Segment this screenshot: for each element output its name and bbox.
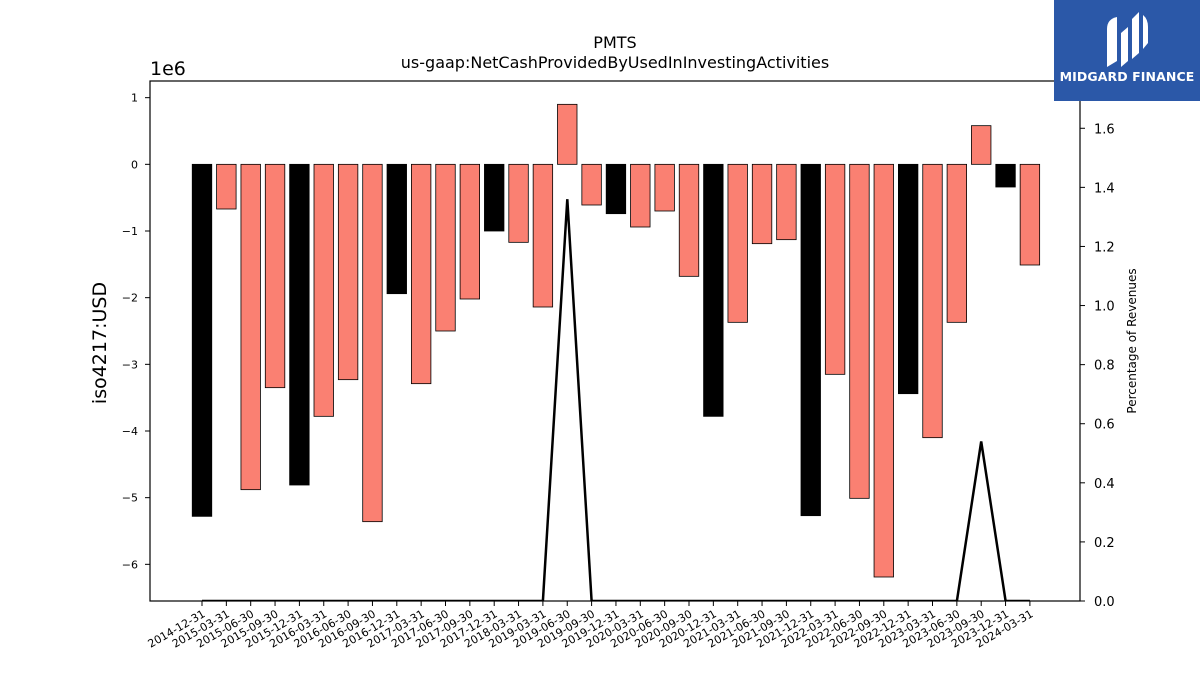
y2-tick-label: 0.4 — [1094, 477, 1115, 492]
bar — [800, 163, 821, 517]
bar — [898, 163, 919, 395]
bar — [289, 163, 310, 486]
bar — [557, 103, 578, 165]
bar — [824, 163, 846, 375]
bar — [362, 163, 383, 523]
logo-text: MIDGARD FINANCE — [1059, 69, 1195, 84]
y-tick-label: 0 — [131, 158, 138, 171]
bar — [703, 163, 724, 417]
bar — [484, 163, 505, 232]
y-tick-label: 1 — [131, 92, 138, 105]
y2-tick-label: 0.0 — [1094, 595, 1115, 610]
bar — [1019, 163, 1041, 266]
y2-tick-label: 1.6 — [1094, 122, 1115, 137]
bar — [678, 163, 700, 277]
y2-tick-label: 0.8 — [1094, 359, 1115, 374]
y-tick-label: −4 — [122, 425, 138, 438]
y2-tick-label: 1.2 — [1094, 240, 1115, 255]
bar — [313, 163, 334, 417]
bar — [216, 163, 237, 210]
bar — [922, 163, 943, 439]
y2-axis-label: Percentage of Revenues — [1125, 268, 1139, 413]
bar — [946, 163, 967, 323]
bar — [654, 163, 675, 212]
bar — [776, 163, 797, 241]
bar — [240, 163, 261, 491]
bar — [459, 163, 481, 300]
bar — [873, 163, 894, 578]
bar — [581, 163, 602, 206]
y-multiplier: 1e6 — [150, 58, 186, 80]
plot-frame — [149, 80, 1081, 602]
bar — [971, 125, 992, 165]
midgard-finance-logo: MIDGARD FINANCE — [1054, 0, 1200, 101]
chart-title: PMTS — [593, 33, 636, 52]
bar — [337, 163, 359, 381]
y2-tick-label: 1.0 — [1094, 300, 1115, 315]
chart-subtitle: us-gaap:NetCashProvidedByUsedInInvesting… — [401, 53, 829, 72]
bar — [995, 163, 1016, 188]
y-tick-label: −6 — [122, 558, 138, 571]
bar — [191, 163, 213, 517]
y2-tick-label: 1.4 — [1094, 181, 1115, 196]
bar — [386, 163, 407, 295]
bar — [605, 163, 627, 215]
bar — [410, 163, 432, 385]
y-axis-label: iso4217:USD — [89, 282, 111, 404]
bar — [264, 163, 286, 389]
logo-mark-icon — [1107, 12, 1148, 67]
y2-tick-label: 0.6 — [1094, 418, 1115, 433]
y-tick-label: −5 — [122, 492, 138, 505]
bar — [532, 163, 554, 308]
y2-tick-label: 0.2 — [1094, 536, 1115, 551]
bar-series — [191, 103, 1041, 578]
bar — [630, 163, 651, 228]
y-tick-label: −3 — [122, 358, 138, 371]
bar — [849, 163, 870, 499]
y-tick-label: −1 — [122, 225, 138, 238]
bar — [435, 163, 456, 332]
bar — [508, 163, 529, 243]
y-tick-label: −2 — [122, 292, 138, 305]
bar — [727, 163, 748, 323]
bar — [751, 163, 773, 245]
axes: 1 0 −1 −2 −3 −4 −5 −6 0.0 0.2 0.4 0.6 0.8 1.0 1.2 1.4 1.… — [122, 80, 1115, 651]
